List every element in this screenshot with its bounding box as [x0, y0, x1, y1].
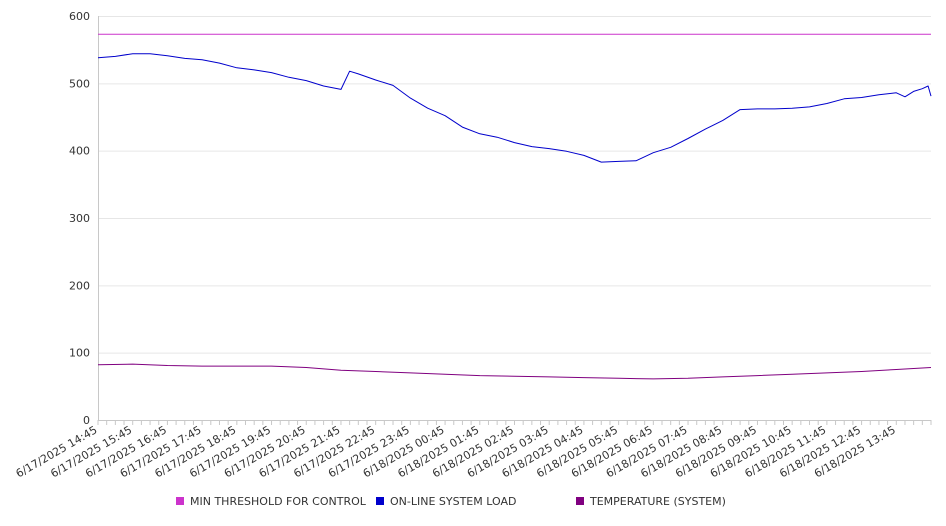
y-tick-label: 500 [69, 77, 90, 90]
y-tick-label: 300 [69, 212, 90, 225]
y-tick-label: 400 [69, 145, 90, 158]
series-line-1 [97, 53, 932, 163]
legend-swatch [376, 497, 384, 505]
legend-swatch [176, 497, 184, 505]
axes [97, 16, 932, 425]
legend-swatch [576, 497, 584, 505]
y-tick-label: 600 [69, 10, 90, 23]
y-tick-label: 0 [83, 414, 90, 427]
legend-label: MIN THRESHOLD FOR CONTROL [190, 495, 367, 508]
series-line-2 [97, 363, 932, 380]
legend: MIN THRESHOLD FOR CONTROL ON-LINE SYSTEM … [176, 495, 726, 508]
x-axis-tick-labels: 6/17/2025 14:456/17/2025 15:456/17/2025 … [14, 423, 898, 480]
legend-label: ON-LINE SYSTEM LOAD [390, 495, 516, 508]
grid-lines [98, 16, 931, 354]
series-lines [97, 33, 932, 380]
y-axis-tick-labels: 0 100 200 300 400 500 600 [69, 10, 90, 427]
y-tick-label: 100 [69, 347, 90, 360]
legend-label: TEMPERATURE (SYSTEM) [589, 495, 726, 508]
y-tick-label: 200 [69, 279, 90, 292]
